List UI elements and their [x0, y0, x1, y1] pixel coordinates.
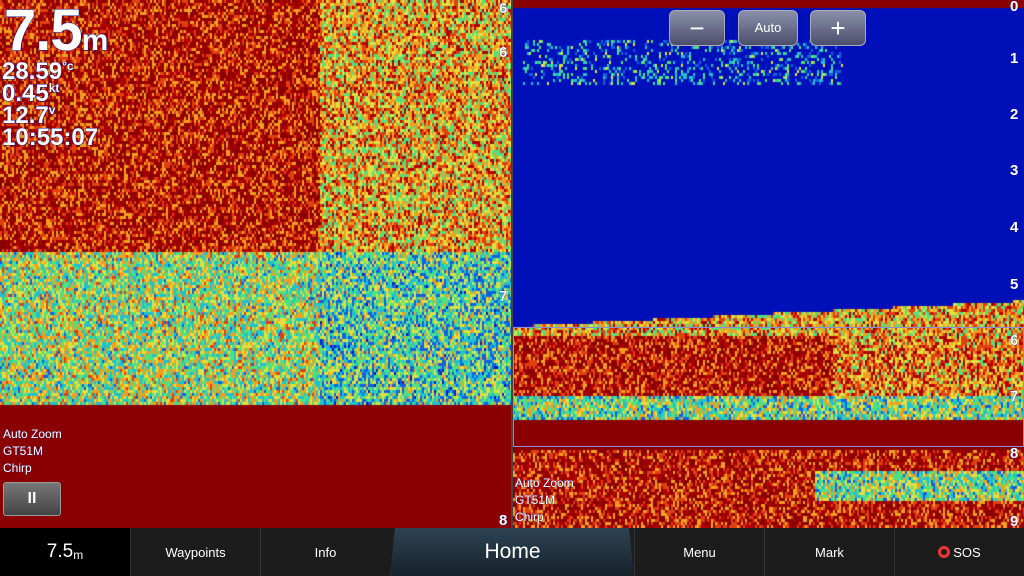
right-info: Auto Zoom GT51M Chirp [515, 475, 574, 526]
depth-unit: m [82, 24, 108, 57]
sos-label: SOS [953, 545, 980, 560]
right-scale-label: 8 [1010, 445, 1018, 462]
temp-unit: °c [62, 60, 70, 72]
pause-button[interactable]: II [3, 482, 61, 516]
frequency-mode: Chirp [515, 509, 574, 526]
bar-depth-unit: m [73, 548, 83, 562]
left-scale-label: 6 [499, 44, 507, 61]
zoom-region-box [513, 327, 1024, 447]
menu-button[interactable]: Menu [634, 528, 764, 576]
depth-shortcut[interactable]: 7.5 m [0, 528, 130, 576]
panel-divider [511, 0, 513, 528]
left-scale-label: 7 [499, 288, 507, 305]
left-scale-label: 6 [499, 0, 507, 17]
sonar-left-zoomed-view[interactable] [0, 0, 511, 528]
right-scale-label: 7 [1010, 388, 1018, 405]
sos-button[interactable]: SOS [894, 528, 1024, 576]
depth-readout: 7.5m [4, 2, 107, 60]
zoom-in-button[interactable]: + [810, 10, 866, 46]
zoom-out-button[interactable]: − [669, 10, 725, 46]
voltage-unit: v [49, 104, 57, 116]
home-button[interactable]: Home [390, 528, 634, 576]
transducer-name: GT51M [3, 443, 62, 460]
depth-value: 7.5 [4, 0, 82, 63]
right-scale-label: 0 [1010, 0, 1018, 15]
lifebuoy-icon [938, 546, 950, 558]
left-scale-label: 8 [499, 512, 507, 529]
right-scale-label: 1 [1010, 50, 1018, 67]
time-readout: 10:55:07 [2, 126, 98, 150]
auto-zoom-button[interactable]: Auto [738, 10, 798, 46]
speed-unit: kt [49, 82, 57, 94]
zoom-mode: Auto Zoom [3, 426, 62, 443]
waypoints-button[interactable]: Waypoints [130, 528, 260, 576]
sonar-right-full-view[interactable] [513, 0, 1024, 528]
frequency-mode: Chirp [3, 460, 62, 477]
bottom-nav-bar: 7.5 m Waypoints Info Home Menu Mark SOS [0, 528, 1024, 576]
zoom-mode: Auto Zoom [515, 475, 574, 492]
right-scale-label: 4 [1010, 219, 1018, 236]
right-scale-label: 3 [1010, 162, 1018, 179]
info-button[interactable]: Info [260, 528, 390, 576]
bar-depth-value: 7.5 [47, 541, 73, 563]
left-info: Auto Zoom GT51M Chirp [3, 426, 62, 477]
right-scale-label: 2 [1010, 106, 1018, 123]
right-scale-label: 6 [1010, 332, 1018, 349]
right-scale-label: 5 [1010, 276, 1018, 293]
mark-button[interactable]: Mark [764, 528, 894, 576]
transducer-name: GT51M [515, 492, 574, 509]
